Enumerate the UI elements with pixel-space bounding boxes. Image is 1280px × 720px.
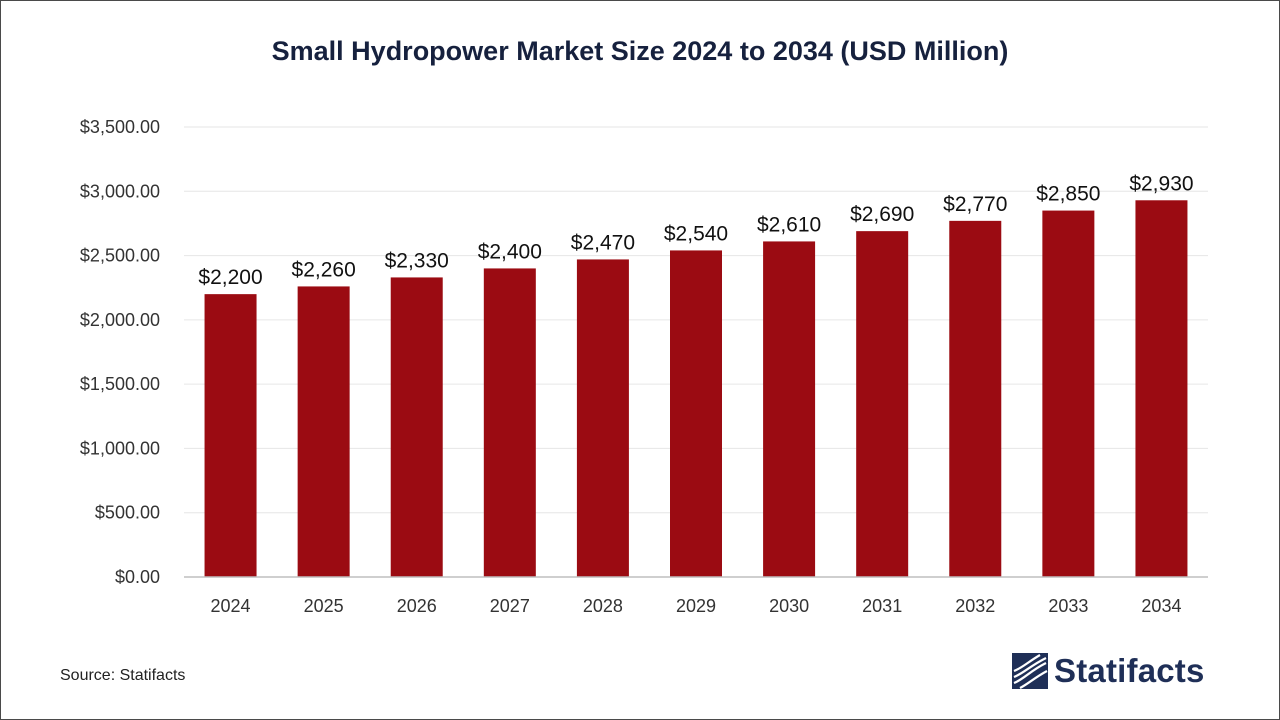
bar-2029 (670, 250, 722, 577)
data-label: $2,400 (478, 240, 542, 263)
data-label: $2,610 (757, 213, 821, 236)
x-tick-label: 2029 (676, 596, 716, 616)
x-axis-tick-labels: 2024 2025 2026 2027 2028 2029 2030 2031 2032 2033… (211, 596, 1182, 616)
y-tick-label: $2,000.00 (80, 310, 160, 330)
bar-2025 (297, 286, 350, 577)
bar-2030 (763, 241, 816, 577)
data-label: $2,260 (292, 258, 356, 281)
bar-2027 (483, 268, 536, 577)
data-labels: $2,200 $2,260 $2,330 $2,400 $2,470 $2,540 $2,6… (198, 172, 1193, 289)
bar-2031 (856, 231, 909, 577)
y-axis-tick-labels: $0.00 $500.00 $1,000.00 $1,500.00 $2,000.00 $… (80, 117, 160, 587)
x-tick-label: 2028 (583, 596, 623, 616)
bar-2032 (949, 220, 1002, 577)
x-tick-label: 2034 (1141, 596, 1181, 616)
data-label: $2,540 (664, 222, 728, 245)
y-tick-label: $500.00 (95, 503, 160, 523)
x-tick-label: 2024 (211, 596, 251, 616)
x-tick-label: 2026 (397, 596, 437, 616)
data-label: $2,330 (385, 249, 449, 272)
data-label: $2,690 (850, 203, 914, 226)
chart-title: Small Hydropower Market Size 2024 to 203… (271, 36, 1009, 66)
bar-2034 (1135, 200, 1188, 578)
data-label: $2,930 (1129, 172, 1193, 195)
data-label: $2,200 (198, 266, 262, 289)
statifacts-logo-icon (1012, 653, 1048, 689)
source-note: Source: Statifacts (60, 667, 186, 684)
data-label: $2,770 (943, 193, 1007, 216)
bar-2024 (204, 294, 257, 577)
x-tick-label: 2031 (862, 596, 902, 616)
bars (204, 200, 1188, 578)
y-tick-label: $3,000.00 (80, 181, 160, 201)
y-tick-label: $3,500.00 (80, 117, 160, 137)
brand-logo: Statifacts (1012, 650, 1205, 692)
x-tick-label: 2025 (304, 596, 344, 616)
y-tick-label: $1,000.00 (80, 438, 160, 458)
brand-name: Statifacts (1054, 652, 1205, 689)
data-label: $2,850 (1036, 183, 1100, 206)
y-tick-label: $1,500.00 (80, 374, 160, 394)
x-tick-label: 2033 (1048, 596, 1088, 616)
y-tick-label: $0.00 (115, 567, 160, 587)
bar-2033 (1042, 210, 1095, 578)
bar-2028 (576, 259, 629, 577)
y-tick-label: $2,500.00 (80, 246, 160, 266)
bar-2026 (390, 277, 443, 577)
x-tick-label: 2032 (955, 596, 995, 616)
x-tick-label: 2027 (490, 596, 530, 616)
x-tick-label: 2030 (769, 596, 809, 616)
data-label: $2,470 (571, 231, 635, 254)
